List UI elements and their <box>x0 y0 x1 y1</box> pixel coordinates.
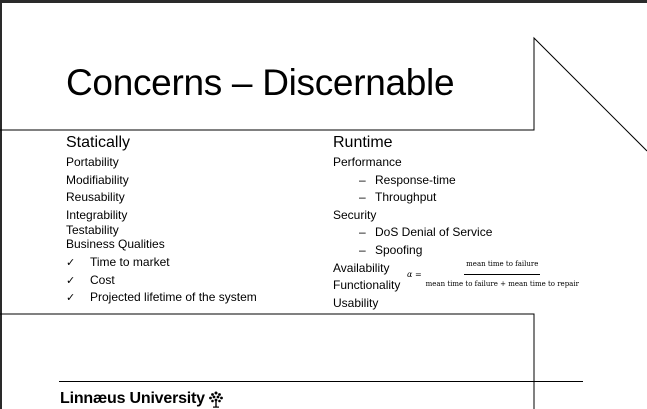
dash-icon: – <box>359 225 366 240</box>
tree-icon <box>208 391 223 408</box>
list-item: Modifiability <box>66 172 129 187</box>
list-item: – Throughput <box>333 189 492 207</box>
formula-lhs: α = <box>407 269 422 279</box>
runtime-column: Runtime Performance – Response-time – Thro… <box>333 133 579 312</box>
checkmark-icon: ✓ <box>66 274 76 287</box>
dash-icon: – <box>359 242 366 257</box>
list-item: ✓ Time to market <box>66 254 257 272</box>
list-item: – Spoofing <box>333 242 492 260</box>
business-qualities-heading: Business Qualities <box>66 237 165 252</box>
availability-label: Availability <box>333 260 390 275</box>
formula-fraction: mean time to failure mean time to failur… <box>424 256 581 294</box>
logo-text: Linnæus University <box>60 390 205 407</box>
checkmark-icon: ✓ <box>66 256 76 269</box>
slide-title: Concerns – Discernable <box>66 62 455 103</box>
list-item: Testability <box>66 223 119 238</box>
list-item: Integrability <box>66 207 128 222</box>
formula-numerator: mean time to failure <box>464 256 541 276</box>
frame-top-border <box>0 0 647 3</box>
list-item: ✓ Cost <box>66 272 257 290</box>
list-item: Availability α = mean time to failure me… <box>333 260 579 289</box>
checkmark-icon: ✓ <box>66 292 76 305</box>
list-item: Functionality <box>333 278 401 293</box>
statically-heading: Statically <box>66 134 131 151</box>
frame-left-border <box>0 0 2 409</box>
list-item: – Response-time <box>333 172 492 190</box>
availability-formula: α = mean time to failure mean time to fa… <box>407 256 581 294</box>
dash-icon: – <box>359 190 366 205</box>
footer-divider <box>59 381 583 382</box>
list-item: Portability <box>66 155 119 169</box>
list-item: Performance <box>333 155 402 169</box>
list-item: Usability <box>333 295 379 310</box>
runtime-heading: Runtime <box>333 134 393 151</box>
list-item: Reusability <box>66 190 125 205</box>
dash-icon: – <box>359 172 366 187</box>
statically-column: Statically Portability Modifiability Reu… <box>66 133 257 307</box>
formula-denominator: mean time to failure + mean time to repa… <box>425 280 579 289</box>
list-item: Security <box>333 207 377 222</box>
university-logo: Linnæus University <box>60 390 224 408</box>
list-item: ✓ Projected lifetime of the system <box>66 289 257 307</box>
list-item: – DoS Denial of Service <box>333 224 492 242</box>
